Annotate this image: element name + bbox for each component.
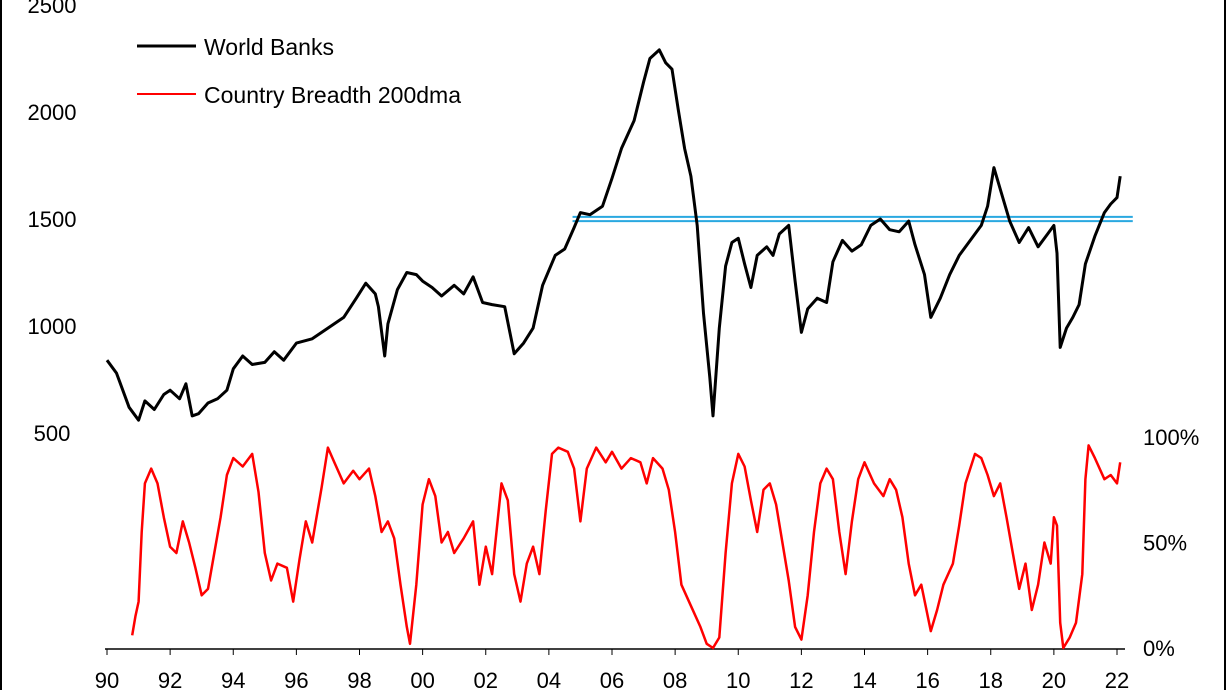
x-tick-label: 96 — [284, 668, 308, 690]
x-tick-label: 98 — [347, 668, 371, 690]
x-tick-label: 06 — [600, 668, 624, 690]
left-tick-label: 2000 — [28, 100, 77, 125]
left-tick-label: 2500 — [28, 0, 77, 18]
x-tick-label: 20 — [1042, 668, 1066, 690]
legend: World Banks Country Breadth 200dma — [137, 34, 461, 108]
x-tick-label: 12 — [789, 668, 813, 690]
series-country-breadth — [130, 444, 1122, 650]
x-tick-label: 92 — [158, 668, 182, 690]
x-tick-label: 00 — [410, 668, 434, 690]
x-tick-label: 10 — [726, 668, 750, 690]
right-tick-label: 50% — [1143, 531, 1187, 556]
x-axis-ticks: 90 92 94 96 98 00 02 04 06 08 10 12 14 16 18 20 22 — [95, 649, 1129, 690]
left-tick-label: 1000 — [28, 314, 77, 339]
x-tick-label: 90 — [95, 668, 119, 690]
left-axis-ticks: 500 1000 1500 2000 2500 — [28, 0, 77, 446]
reference-lines — [572, 215, 1133, 223]
x-tick-label: 22 — [1105, 668, 1129, 690]
world-banks-line — [105, 48, 1122, 422]
x-tick-label: 14 — [852, 668, 876, 690]
legend-label-world-banks: World Banks — [204, 34, 334, 60]
x-tick-label: 18 — [979, 668, 1003, 690]
series-world-banks — [105, 48, 1122, 422]
right-axis-ticks: 0% 50% 100% — [1143, 425, 1199, 661]
x-tick-label: 02 — [474, 668, 498, 690]
country-breadth-line — [130, 444, 1122, 650]
x-tick-label: 16 — [915, 668, 939, 690]
right-tick-label: 100% — [1143, 425, 1199, 450]
legend-label-country-breadth: Country Breadth 200dma — [204, 82, 461, 108]
left-tick-label: 1500 — [28, 207, 77, 232]
x-tick-label: 94 — [221, 668, 245, 690]
right-tick-label: 0% — [1143, 636, 1175, 661]
x-tick-label: 08 — [663, 668, 687, 690]
left-tick-label: 500 — [34, 421, 71, 446]
x-tick-label: 04 — [537, 668, 561, 690]
